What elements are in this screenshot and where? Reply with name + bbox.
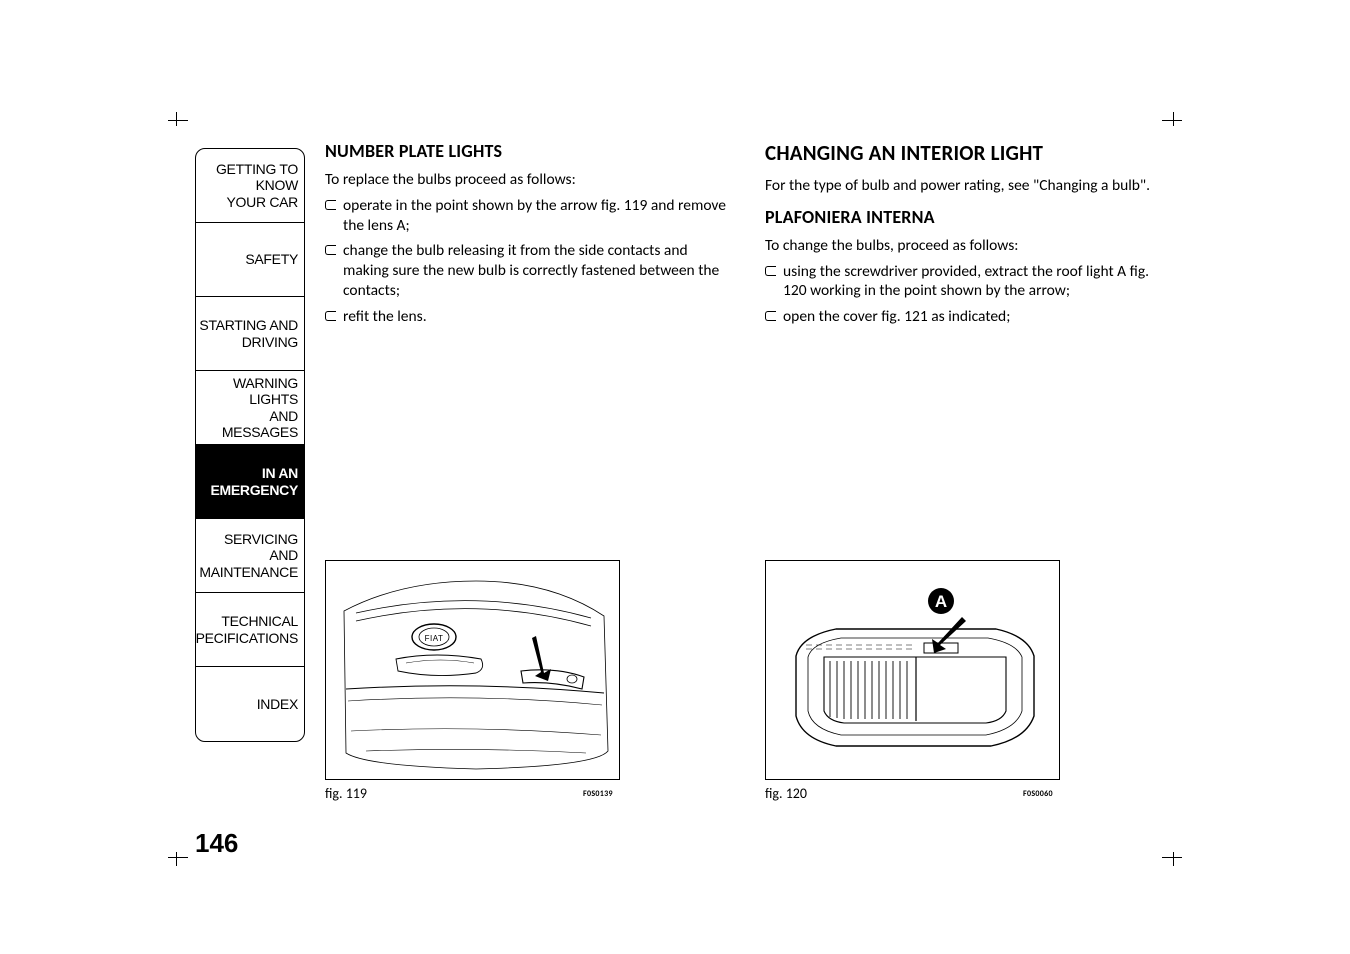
crop-mark xyxy=(1162,120,1182,121)
sidebar-label: DRIVING xyxy=(242,334,298,350)
plafoniera-heading: PLAFONIERA INTERNA xyxy=(765,206,1175,228)
number-plate-heading: NUMBER PLATE LIGHTS xyxy=(325,140,735,162)
crop-mark xyxy=(1162,857,1182,858)
sidebar-nav: GETTING TO KNOW YOUR CAR SAFETY STARTING… xyxy=(195,148,305,742)
crop-mark xyxy=(168,120,188,121)
svg-text:A: A xyxy=(935,592,947,611)
crop-mark xyxy=(1173,852,1174,866)
sidebar-label: SPECIFICATIONS xyxy=(195,630,298,646)
sidebar-item-index[interactable]: INDEX xyxy=(196,667,304,741)
sidebar-label: MAINTENANCE xyxy=(199,564,298,580)
sidebar-item-servicing[interactable]: SERVICING AND MAINTENANCE xyxy=(196,519,304,593)
sidebar-label: WARNING LIGHTS xyxy=(196,375,298,407)
fig-119-code: F0S0139 xyxy=(583,789,613,799)
svg-text:FIAT: FIAT xyxy=(425,634,444,643)
sidebar-label: INDEX xyxy=(257,696,298,712)
changing-interior-title: CHANGING AN INTERIOR LIGHT xyxy=(765,140,1175,166)
sidebar-label: AND MESSAGES xyxy=(196,408,298,440)
right-intro: For the type of bulb and power rating, s… xyxy=(765,176,1175,196)
content-area: NUMBER PLATE LIGHTS To replace the bulbs… xyxy=(325,140,1175,333)
sidebar-label: SERVICING AND xyxy=(196,531,298,563)
sidebar-item-starting-driving[interactable]: STARTING AND DRIVING xyxy=(196,297,304,371)
sidebar-label: EMERGENCY xyxy=(210,482,298,498)
figure-119-svg: FIAT xyxy=(326,561,621,781)
left-intro: To replace the bulbs proceed as follows: xyxy=(325,170,735,190)
fig-120-code: F0S0060 xyxy=(1023,789,1053,799)
left-bullet-3: refit the lens. xyxy=(325,307,735,327)
fig-120-caption: fig. 120 xyxy=(765,785,807,802)
sidebar-item-safety[interactable]: SAFETY xyxy=(196,223,304,297)
sidebar-label: SAFETY xyxy=(245,251,298,267)
page-number: 146 xyxy=(195,828,238,859)
right-bullet-1: using the screwdriver provided, extract … xyxy=(765,262,1175,302)
sidebar-item-warning-lights[interactable]: WARNING LIGHTS AND MESSAGES xyxy=(196,371,304,445)
sidebar-label: STARTING AND xyxy=(199,317,298,333)
sidebar-label: GETTING TO KNOW xyxy=(196,161,298,193)
left-bullet-2: change the bulb releasing it from the si… xyxy=(325,241,735,300)
fig-119-caption: fig. 119 xyxy=(325,785,367,802)
figure-120-svg: A xyxy=(766,561,1061,781)
left-column: NUMBER PLATE LIGHTS To replace the bulbs… xyxy=(325,140,735,333)
sidebar-label: YOUR CAR xyxy=(227,194,299,210)
crop-mark xyxy=(176,852,177,866)
crop-mark xyxy=(176,112,177,126)
crop-mark xyxy=(1173,112,1174,126)
sidebar-item-getting-to-know[interactable]: GETTING TO KNOW YOUR CAR xyxy=(196,149,304,223)
figure-119: FIAT xyxy=(325,560,620,780)
sidebar-label: IN AN xyxy=(262,465,298,481)
crop-mark xyxy=(168,857,188,858)
right-bullet-2: open the cover fig. 121 as indicated; xyxy=(765,307,1175,327)
figure-120: A xyxy=(765,560,1060,780)
sidebar-item-emergency[interactable]: IN AN EMERGENCY xyxy=(196,445,304,519)
sidebar-label: TECHNICAL xyxy=(221,613,298,629)
page: GETTING TO KNOW YOUR CAR SAFETY STARTING… xyxy=(195,130,1175,850)
sidebar-item-technical[interactable]: TECHNICAL SPECIFICATIONS xyxy=(196,593,304,667)
right-sub: To change the bulbs, proceed as follows: xyxy=(765,236,1175,256)
right-column: CHANGING AN INTERIOR LIGHT For the type … xyxy=(765,140,1175,333)
left-bullet-1: operate in the point shown by the arrow … xyxy=(325,196,735,236)
